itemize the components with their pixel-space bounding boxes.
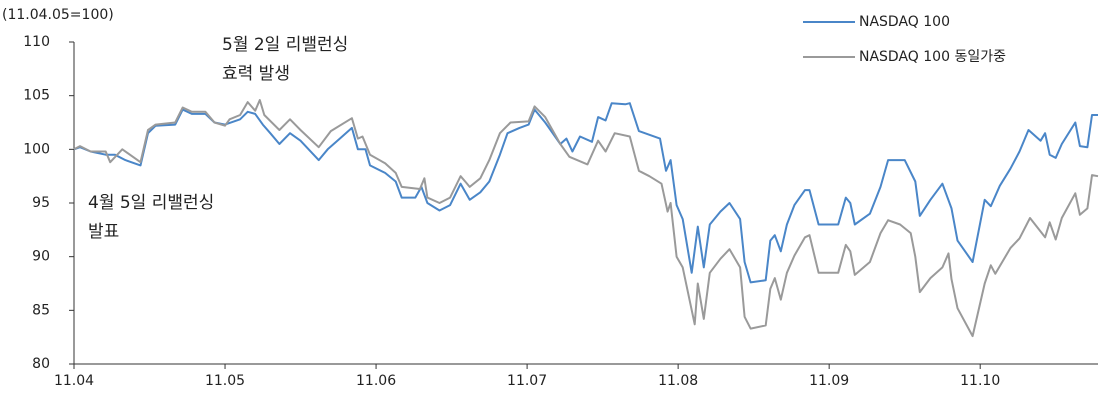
x-tick-label: 11.10 bbox=[960, 373, 1000, 389]
annotation: 발표 bbox=[88, 222, 119, 242]
series-line bbox=[73, 102, 1098, 284]
y-tick-label: 85 bbox=[32, 302, 50, 318]
x-tick-label: 11.04 bbox=[54, 373, 94, 389]
y-tick-label: 95 bbox=[32, 195, 50, 211]
annotation: 효력 발생 bbox=[222, 64, 290, 84]
y-tick-label: 90 bbox=[32, 249, 50, 265]
legend-label: NASDAQ 100 동일가중 bbox=[859, 49, 1006, 65]
x-tick-label: 11.06 bbox=[356, 373, 396, 389]
legend-label: NASDAQ 100 bbox=[859, 14, 950, 30]
y-tick-label: 105 bbox=[23, 88, 50, 104]
y-tick-label: 110 bbox=[23, 34, 50, 50]
x-tick-label: 11.05 bbox=[205, 373, 245, 389]
y-tick-label: 100 bbox=[23, 141, 50, 157]
annotation: 5월 2일 리밸런싱 bbox=[222, 35, 348, 55]
x-tick-label: 11.09 bbox=[809, 373, 849, 389]
y-tick-label: 80 bbox=[32, 356, 50, 372]
x-tick-label: 11.08 bbox=[658, 373, 698, 389]
annotation: 4월 5일 리밸런싱 bbox=[88, 193, 214, 213]
series-line bbox=[73, 99, 1099, 338]
y-axis-label: (11.04.05=100) bbox=[2, 7, 114, 23]
x-tick-label: 11.07 bbox=[507, 373, 547, 389]
